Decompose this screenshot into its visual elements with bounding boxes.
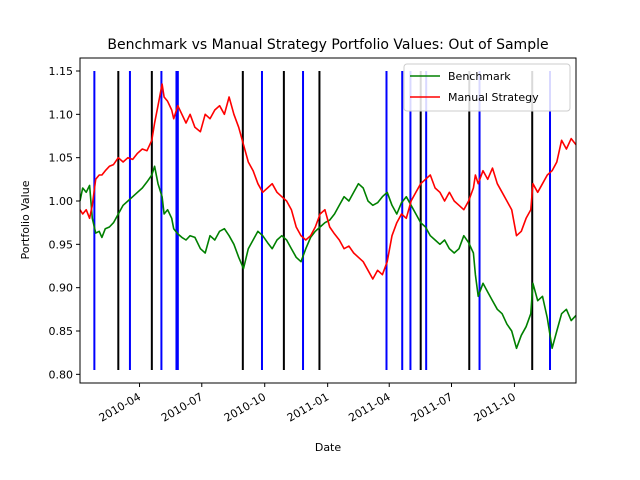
y-tick-label-7: 1.15 <box>49 65 74 78</box>
legend: Benchmark Manual Strategy <box>403 63 571 112</box>
y-tick-label-5: 1.05 <box>49 152 74 165</box>
series-line-manual-strategy <box>79 83 577 280</box>
y-tick-label-0: 0.80 <box>49 368 74 381</box>
y-axis-label: Portfolio Value <box>19 180 32 259</box>
x-axis-label: Date <box>315 441 342 454</box>
chart-title: Benchmark vs Manual Strategy Portfolio V… <box>107 37 548 53</box>
series-lines <box>79 83 577 350</box>
legend-box <box>403 63 571 112</box>
y-axis-ticks: 0.80 0.85 0.90 0.95 1.00 1.05 1.10 1.15 <box>49 65 80 381</box>
legend-label-benchmark: Benchmark <box>448 70 511 83</box>
series-line-benchmark <box>79 165 577 350</box>
y-tick-label-6: 1.10 <box>49 108 74 121</box>
y-tick-label-1: 0.85 <box>49 325 74 338</box>
y-tick-label-4: 1.00 <box>49 195 74 208</box>
y-tick-label-2: 0.90 <box>49 282 74 295</box>
vertical-markers <box>93 71 552 370</box>
y-tick-label-3: 0.95 <box>49 238 74 251</box>
legend-label-manual-strategy: Manual Strategy <box>448 91 539 104</box>
